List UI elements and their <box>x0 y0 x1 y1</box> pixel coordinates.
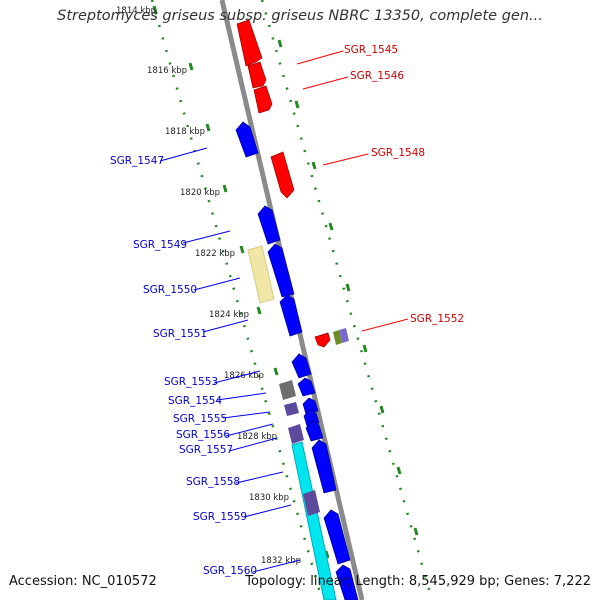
gene-arrow-sgr-1553[interactable] <box>291 353 312 379</box>
cyan-feature-track <box>291 441 337 600</box>
kbp-labels: 1814 kbp 1816 kbp 1818 kbp 1820 kbp 1822… <box>116 6 301 566</box>
gene-label-left[interactable]: SGR_1553 <box>164 376 218 388</box>
kbp-label: 1826 kbp <box>224 371 264 381</box>
gene-label-left[interactable]: SGR_1547 <box>110 155 164 167</box>
gene-arrow-sgr-1548[interactable] <box>270 151 295 199</box>
feature-block <box>333 330 342 345</box>
gene-arrow-sgr-1551[interactable] <box>279 294 303 337</box>
feature-block <box>303 490 320 516</box>
gene-label-left[interactable]: SGR_1554 <box>168 395 222 407</box>
highlight-region <box>247 245 275 304</box>
gene-label-left[interactable]: SGR_1551 <box>153 328 207 340</box>
gene-arrow-sgr-1550[interactable] <box>267 243 295 298</box>
gene-arrow-sgr-1554[interactable] <box>297 377 316 397</box>
right-major-ticks <box>277 39 419 536</box>
gene-label-right[interactable]: SGR_1548 <box>371 147 425 159</box>
kbp-label: 1822 kbp <box>195 249 235 259</box>
gene-arrow-sgr-1559[interactable] <box>323 509 351 565</box>
feature-block <box>284 402 299 416</box>
genome-summary: Topology: linear; Length: 8,545,929 bp; … <box>245 574 591 589</box>
gene-arrow-sgr-1555[interactable] <box>302 397 319 415</box>
gene-arrow-sgr-1547[interactable] <box>235 121 259 158</box>
gene-arrow-sgr-1558[interactable] <box>311 439 337 494</box>
gene-label-left[interactable]: SGR_1550 <box>143 284 197 296</box>
gene-label-left[interactable]: SGR_1549 <box>133 239 187 251</box>
gene-label-right[interactable]: SGR_1552 <box>410 313 464 325</box>
kbp-label: 1820 kbp <box>180 188 220 198</box>
gene-label-left[interactable]: SGR_1558 <box>186 476 240 488</box>
gene-arrow-sgr-1545[interactable] <box>236 19 263 67</box>
left-gene-labels: SGR_1547 SGR_1549 SGR_1550 SGR_1551 SGR_… <box>110 147 301 577</box>
gene-arrow-sgr-1549[interactable] <box>257 205 281 245</box>
right-gene-labels: SGR_1545 SGR_1546 SGR_1548 SGR_1552 <box>296 44 464 332</box>
gene-label-right[interactable]: SGR_1546 <box>350 70 404 82</box>
feature-block <box>288 424 304 444</box>
gene-arrow-sgr-1556[interactable] <box>303 409 320 427</box>
reverse-genes <box>235 121 359 600</box>
kbp-label: 1816 kbp <box>147 66 187 76</box>
gene-arrow-sgr-1546b[interactable] <box>253 85 273 114</box>
gene-label-left[interactable]: SGR_1556 <box>176 429 230 441</box>
gene-arrow-sgr-1546[interactable] <box>247 61 267 89</box>
kbp-label: 1830 kbp <box>249 493 289 503</box>
kbp-label: 1818 kbp <box>165 127 205 137</box>
feature-block <box>279 380 296 400</box>
accession-text: Accession: NC_010572 <box>9 574 157 589</box>
gene-arrow-sgr-1557[interactable] <box>305 420 324 442</box>
kbp-label: 1828 kbp <box>237 432 277 442</box>
gene-label-left[interactable]: SGR_1559 <box>193 511 247 523</box>
gene-arrow-sgr-1560[interactable] <box>335 564 359 600</box>
feature-block <box>339 328 349 343</box>
gene-label-left[interactable]: SGR_1557 <box>179 444 233 456</box>
gene-label-right[interactable]: SGR_1545 <box>344 44 398 56</box>
left-tick-rail <box>150 0 324 600</box>
gene-label-left[interactable]: SGR_1555 <box>173 413 227 425</box>
gene-label-left[interactable]: SGR_1560 <box>203 565 257 577</box>
gene-arrow-sgr-1552[interactable] <box>314 332 331 348</box>
kbp-label: 1832 kbp <box>261 556 301 566</box>
kbp-label: 1824 kbp <box>209 310 249 320</box>
map-title: Streptomyces griseus subsp. griseus NBRC… <box>57 8 543 24</box>
kbp-label: 1814 kbp <box>116 6 156 16</box>
